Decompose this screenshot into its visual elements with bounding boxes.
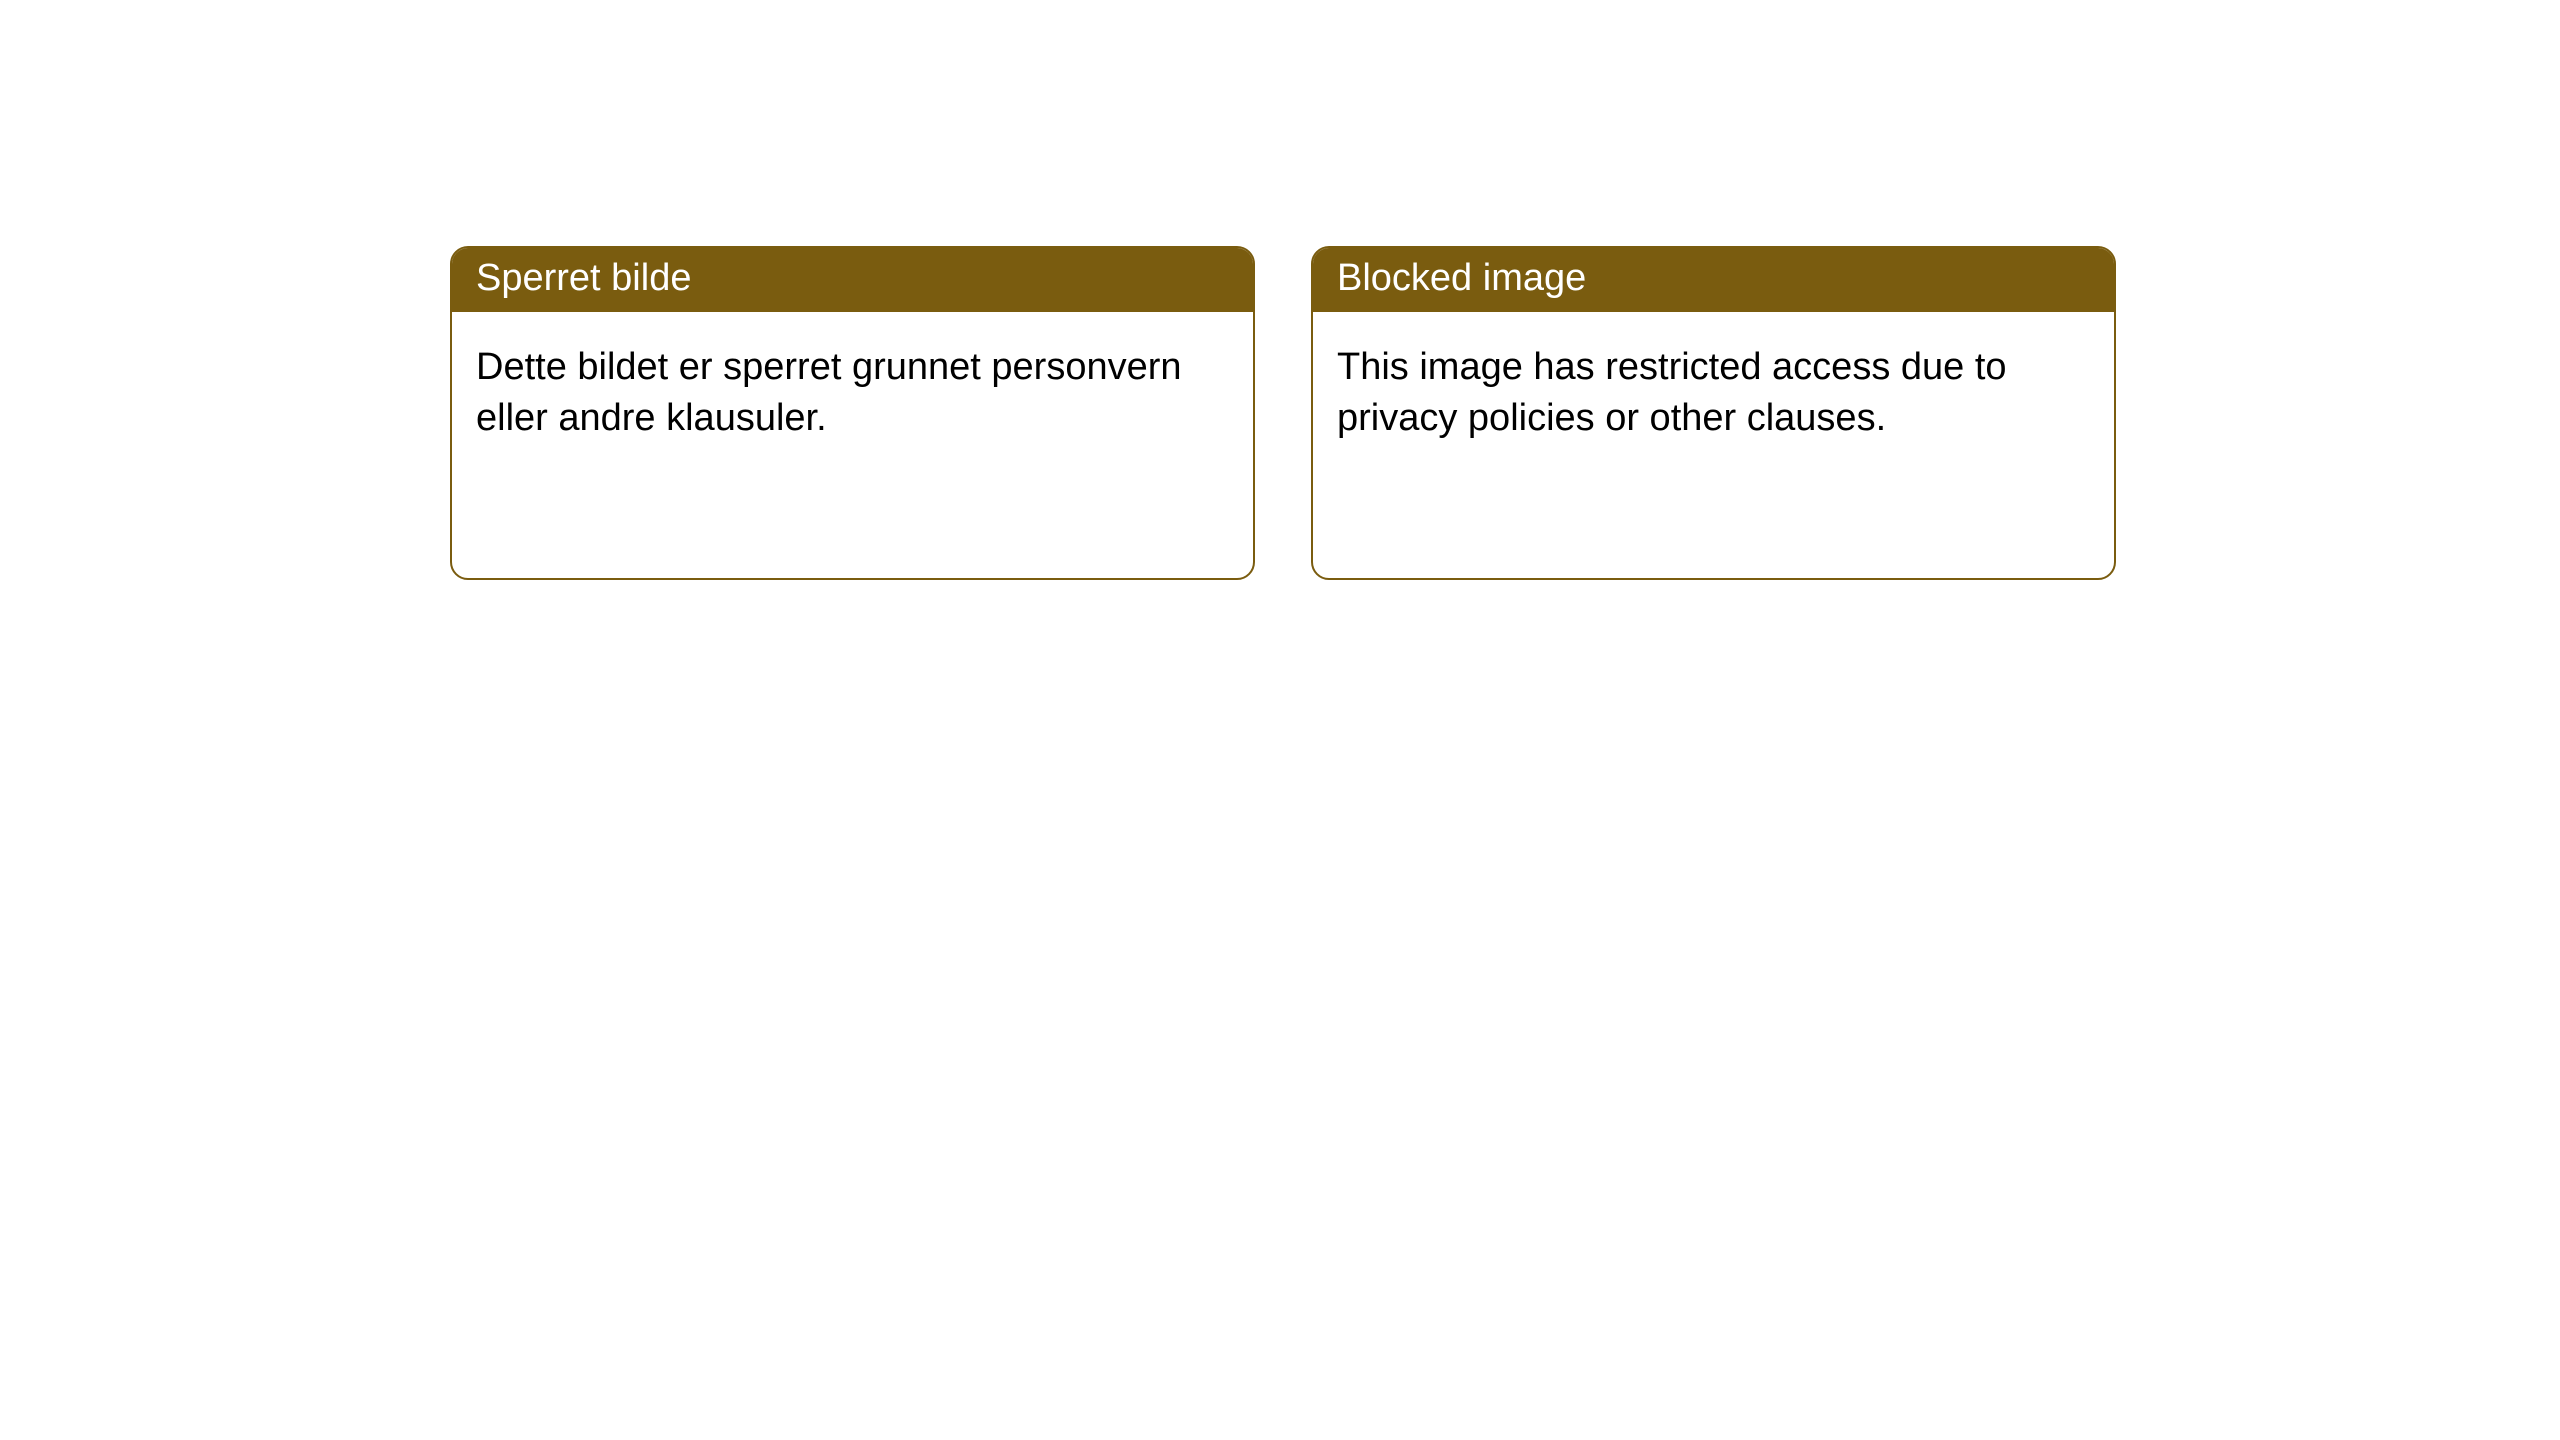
blocked-image-card-no: Sperret bilde Dette bildet er sperret gr…	[450, 246, 1255, 580]
card-body-no: Dette bildet er sperret grunnet personve…	[452, 312, 1253, 475]
card-header-en: Blocked image	[1313, 248, 2114, 312]
card-header-no: Sperret bilde	[452, 248, 1253, 312]
info-cards-container: Sperret bilde Dette bildet er sperret gr…	[450, 246, 2116, 580]
blocked-image-card-en: Blocked image This image has restricted …	[1311, 246, 2116, 580]
card-body-en: This image has restricted access due to …	[1313, 312, 2114, 475]
